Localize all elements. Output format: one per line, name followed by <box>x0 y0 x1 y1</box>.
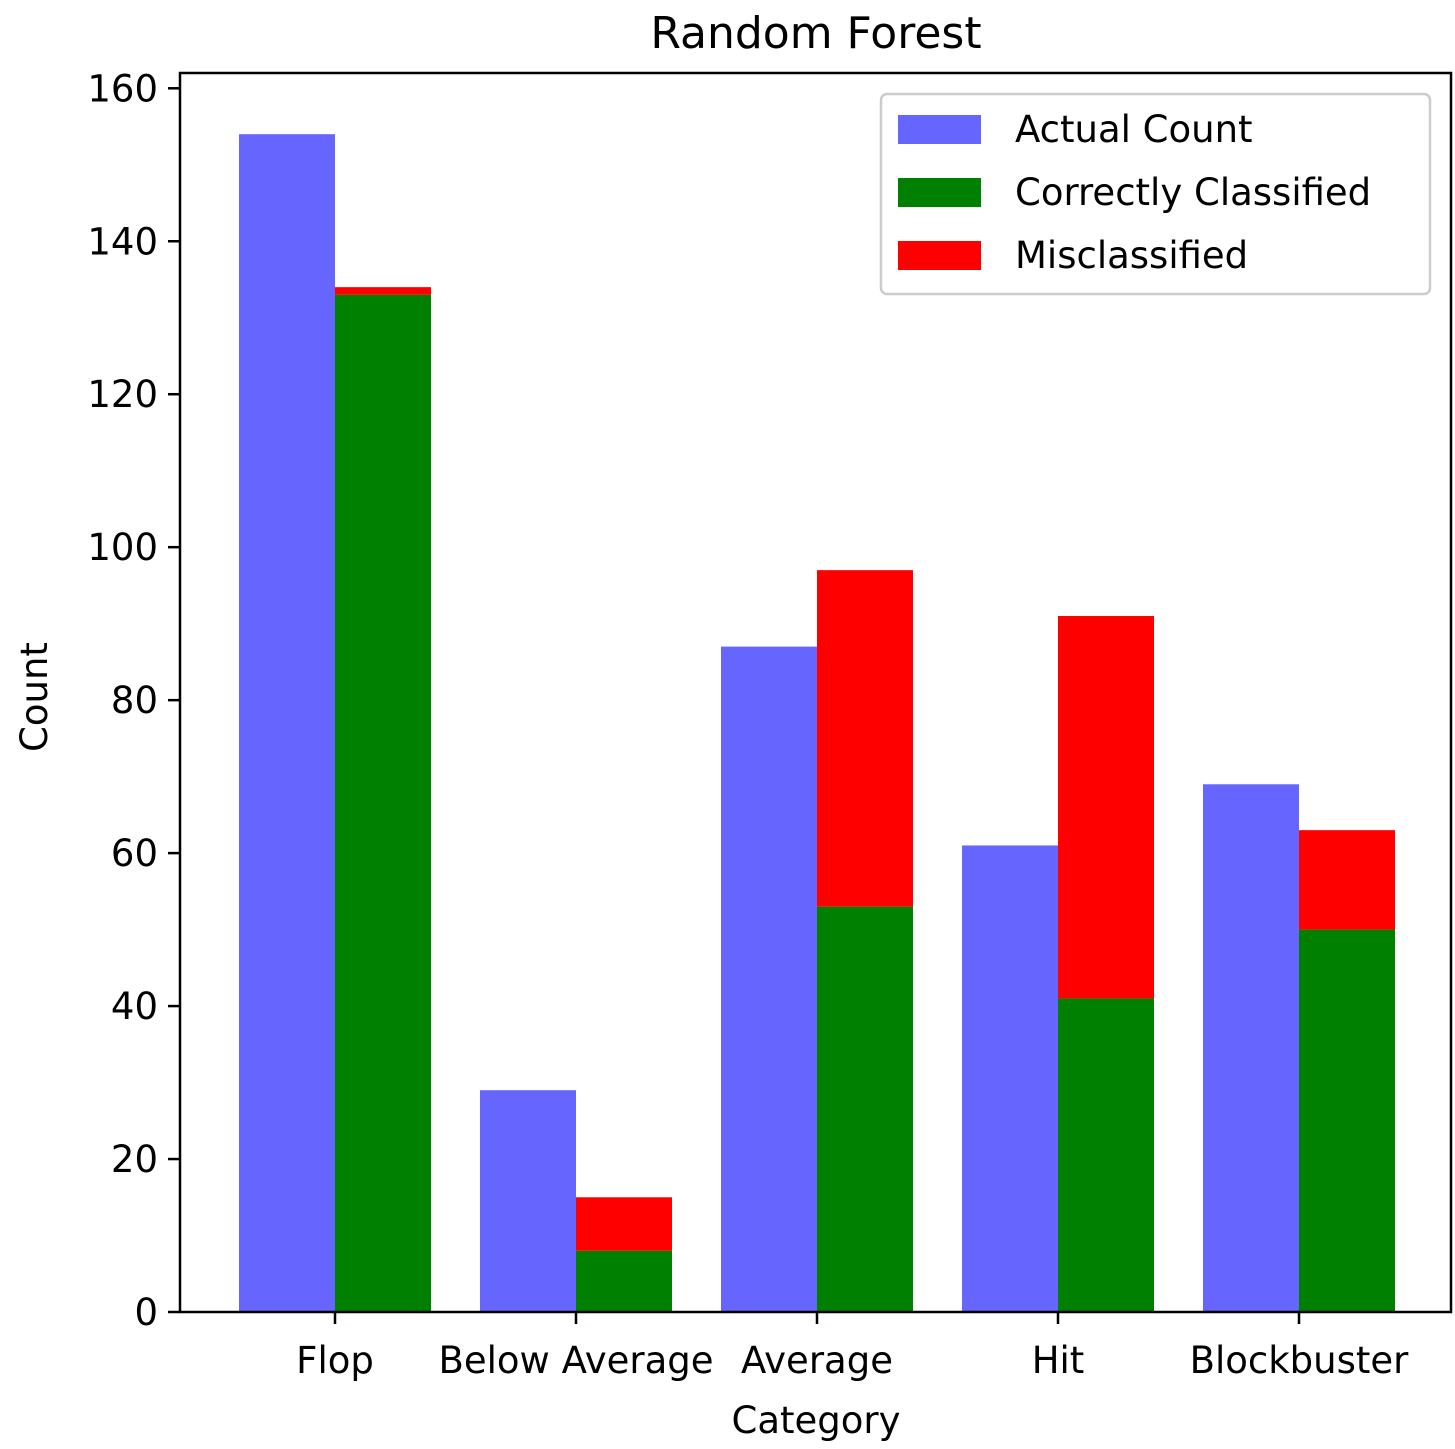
x-tick-label-blockbuster: Blockbuster <box>1190 1339 1410 1382</box>
chart-title: Random Forest <box>650 8 981 59</box>
bar-correct-hit <box>1058 998 1154 1312</box>
y-tick-label-20: 20 <box>111 1138 158 1181</box>
bar-misclassified-average <box>817 570 913 907</box>
bar-misclassified-hit <box>1058 616 1154 999</box>
axes-layer: Flop Below Average Average Hit Blockbuster 0 2… <box>87 67 1453 1382</box>
y-tick-label-40: 40 <box>111 985 158 1028</box>
bar-actual-average <box>721 646 817 1312</box>
bar-actual-blockbuster <box>1203 784 1299 1312</box>
bar-misclassified-below-average <box>576 1197 672 1251</box>
x-tick-label-average: Average <box>741 1339 893 1382</box>
x-tick-label-flop: Flop <box>296 1339 374 1382</box>
bar-correct-average <box>817 906 913 1312</box>
plot-frame <box>178 71 1453 1314</box>
y-tick-label-0: 0 <box>134 1291 158 1334</box>
legend-swatch-actual-count <box>898 115 981 144</box>
y-tick-label-120: 120 <box>87 373 158 416</box>
bar-misclassified-flop <box>335 287 431 295</box>
legend-swatch-correctly-classified <box>898 178 981 207</box>
legend-label-misclassified: Misclassified <box>1015 234 1248 277</box>
x-tick-label-hit: Hit <box>1032 1339 1085 1382</box>
y-tick-label-160: 160 <box>87 67 158 110</box>
y-tick-label-100: 100 <box>87 526 158 569</box>
x-axis-label: Category <box>731 1399 900 1442</box>
legend-label-correctly-classified: Correctly Classified <box>1015 171 1371 214</box>
legend: Actual Count Correctly Classified Misclass… <box>879 92 1432 296</box>
x-tick-label-below-average: Below Average <box>438 1339 713 1382</box>
y-tick-label-60: 60 <box>111 832 158 875</box>
y-tick-label-140: 140 <box>87 220 158 263</box>
bar-actual-flop <box>239 134 335 1312</box>
bars-layer <box>239 134 1395 1313</box>
bar-actual-hit <box>962 845 1058 1312</box>
bar-correct-below-average <box>576 1250 672 1312</box>
legend-box <box>879 92 1432 296</box>
bar-actual-below-average <box>480 1090 576 1312</box>
legend-label-actual-count: Actual Count <box>1015 108 1253 151</box>
y-axis-label: Count <box>13 642 56 752</box>
y-tick-label-80: 80 <box>111 679 158 722</box>
bar-correct-blockbuster <box>1299 929 1395 1312</box>
bar-misclassified-blockbuster <box>1299 830 1395 930</box>
legend-swatch-misclassified <box>898 241 981 270</box>
bar-correct-flop <box>335 294 431 1313</box>
